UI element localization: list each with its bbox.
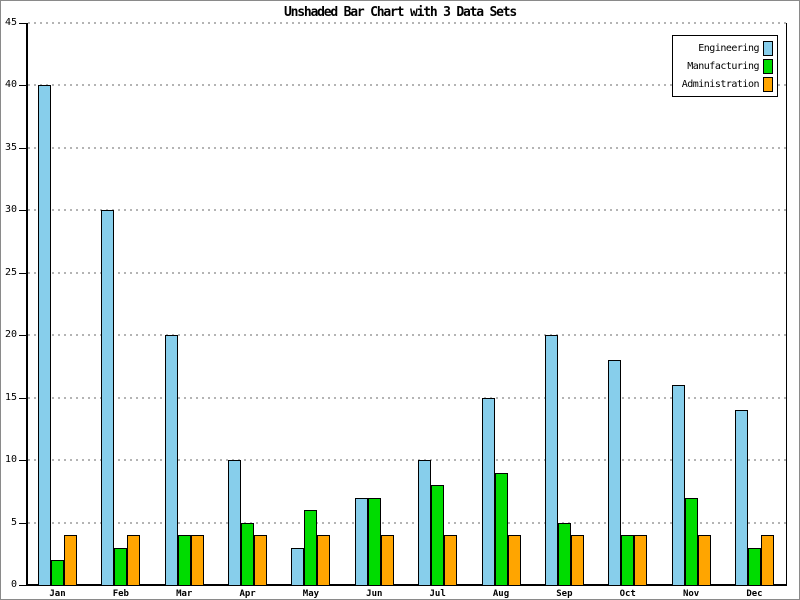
bar-administration-mar [190, 535, 204, 586]
y-axis-label-5: 5 [10, 516, 17, 528]
legend-label: Administration [681, 78, 760, 90]
gridline-15 [28, 396, 786, 399]
legend: Engineering Manufacturing Administration [672, 35, 778, 97]
y-axis-tick [19, 460, 26, 462]
chart-title: Unshaded Bar Chart with 3 Data Sets [284, 5, 517, 20]
bar-administration-apr [254, 535, 268, 586]
bar-engineering-apr [228, 460, 242, 586]
x-axis-label-jul: Jul [429, 589, 446, 599]
bar-engineering-oct [608, 360, 622, 586]
y-axis-line [26, 23, 28, 586]
bar-manufacturing-oct [621, 535, 635, 586]
x-axis-label-mar: Mar [176, 589, 193, 599]
bar-engineering-aug [481, 397, 495, 586]
legend-label: Manufacturing [687, 60, 759, 72]
x-axis-label-nov: Nov [682, 589, 700, 599]
legend-swatch-manufacturing [763, 58, 773, 74]
bar-manufacturing-may [304, 510, 318, 586]
y-axis-label-45: 45 [4, 17, 17, 28]
legend-label: Engineering [698, 42, 759, 54]
bar-administration-nov [697, 535, 711, 586]
y-axis-tick [19, 522, 26, 524]
x-axis-label-jan: Jan [49, 589, 66, 599]
x-axis-label-oct: Oct [619, 589, 636, 599]
y-axis-label-25: 25 [4, 266, 17, 278]
bar-administration-aug [507, 535, 521, 586]
bar-administration-dec [760, 535, 774, 586]
bar-engineering-may [291, 547, 305, 586]
bar-engineering-feb [101, 210, 115, 586]
y-axis-label-10: 10 [4, 454, 17, 466]
y-axis-tick [19, 147, 26, 149]
x-axis-label-may: May [302, 589, 320, 599]
bar-engineering-jun [354, 497, 368, 586]
y-axis-tick [19, 85, 26, 87]
bar-manufacturing-dec [747, 547, 761, 586]
bar-engineering-sep [544, 335, 558, 586]
y-axis-label-15: 15 [4, 391, 17, 403]
x-axis-label-aug: Aug [492, 589, 510, 599]
bar-administration-jun [380, 535, 394, 586]
gridline-10 [28, 459, 786, 462]
bar-engineering-jul [418, 460, 432, 586]
plot-right-border [786, 23, 787, 586]
legend-swatch-administration [763, 76, 773, 92]
y-axis-tick [19, 23, 26, 24]
bar-manufacturing-apr [241, 522, 255, 586]
bar-manufacturing-sep [557, 522, 571, 586]
legend-item-administration: Administration [677, 75, 773, 93]
x-axis-label-feb: Feb [112, 589, 129, 599]
bar-manufacturing-jun [367, 497, 381, 586]
gridline-35 [28, 146, 786, 149]
gridline-20 [28, 334, 786, 337]
gridline-30 [28, 209, 786, 212]
x-axis-line [26, 584, 787, 586]
y-axis-tick [19, 272, 26, 274]
bar-administration-may [317, 535, 331, 586]
gridline-25 [28, 271, 786, 274]
y-axis-label-35: 35 [4, 141, 17, 153]
x-axis-label-sep: Sep [556, 589, 573, 599]
y-axis-tick [19, 335, 26, 337]
legend-item-manufacturing: Manufacturing [677, 57, 773, 75]
gridline-40 [28, 84, 786, 87]
x-axis-label-dec: Dec [746, 589, 763, 599]
bar-manufacturing-feb [114, 547, 128, 586]
bar-manufacturing-aug [494, 472, 508, 586]
bar-administration-oct [634, 535, 648, 586]
bar-administration-jul [444, 535, 458, 586]
y-axis-label-20: 20 [4, 329, 17, 341]
bar-engineering-nov [671, 385, 685, 586]
bar-manufacturing-nov [684, 497, 698, 586]
bar-manufacturing-jan [51, 560, 64, 586]
y-axis-tick [19, 397, 26, 399]
bar-manufacturing-mar [177, 535, 191, 586]
legend-swatch-engineering [763, 40, 773, 56]
bar-administration-feb [127, 535, 141, 586]
legend-item-engineering: Engineering [677, 39, 773, 57]
bar-engineering-dec [734, 410, 748, 586]
y-axis-tick [19, 585, 26, 586]
x-axis-label-apr: Apr [239, 589, 256, 599]
y-axis-label-40: 40 [4, 79, 17, 91]
bar-engineering-mar [164, 335, 178, 586]
bar-manufacturing-jul [431, 485, 445, 586]
y-axis-tick [19, 210, 26, 212]
bar-administration-jan [64, 535, 77, 586]
y-axis-label-30: 30 [4, 204, 17, 216]
bar-engineering-jan [38, 85, 51, 586]
y-axis-label-0: 0 [10, 579, 17, 590]
gridline-45 [28, 22, 786, 24]
x-axis-label-jun: Jun [366, 589, 383, 599]
bar-administration-sep [570, 535, 584, 586]
gridline-5 [28, 521, 786, 524]
